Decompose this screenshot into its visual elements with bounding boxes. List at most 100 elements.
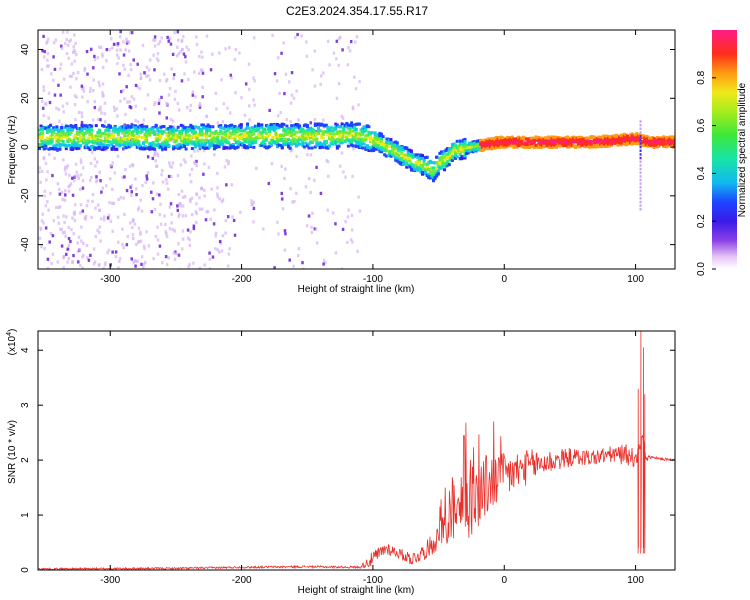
noise-speck [65, 37, 68, 42]
ridge-cell [208, 134, 212, 138]
ridge-cell [134, 138, 138, 142]
ridge-cell [600, 140, 604, 144]
ridge-cell [458, 157, 462, 161]
ridge-cell [339, 134, 343, 138]
ridge-cell [263, 142, 267, 146]
ridge-cell [619, 143, 623, 147]
ridge-cell [263, 135, 267, 139]
noise-speck [55, 205, 58, 210]
ridge-cell [424, 155, 428, 159]
ridge-cell [119, 137, 123, 141]
noise-speck [353, 40, 357, 44]
ridge-cell [255, 136, 259, 140]
ridge-cell [501, 139, 505, 143]
noise-speck [56, 260, 60, 264]
noise-speck [337, 63, 341, 67]
ridge-cell [156, 128, 160, 132]
ridge-cell [121, 137, 125, 141]
ridge-cell [85, 124, 89, 128]
noise-speck [358, 80, 361, 84]
ridge-cell [280, 133, 284, 137]
ridge-cell [132, 134, 136, 138]
noise-speck [213, 208, 216, 212]
ridge-cell [94, 146, 98, 150]
noise-speck [282, 41, 285, 45]
ridge-cell [345, 131, 349, 135]
noise-speck [224, 219, 228, 223]
ridge-cell [635, 140, 639, 144]
x-tick-label: 100 [627, 274, 644, 285]
ridge-cell [509, 137, 513, 141]
ridge-cell [357, 145, 361, 149]
ridge-cell [239, 132, 243, 136]
ridge-cell [190, 128, 194, 132]
ridge-cell [302, 138, 306, 142]
ridge-cell [567, 141, 571, 145]
noise-speck [64, 193, 67, 197]
ridge-cell [488, 145, 492, 149]
ridge-cell [247, 140, 251, 144]
ridge-cell [487, 142, 491, 146]
ridge-cell [56, 128, 60, 132]
noise-speck [40, 99, 44, 103]
ridge-cell [168, 138, 172, 142]
ridge-cell [420, 154, 424, 158]
noise-speck [70, 228, 73, 232]
ridge-cell [608, 138, 612, 142]
noise-speck [213, 153, 216, 157]
ridge-cell [260, 141, 264, 145]
ridge-cell [468, 148, 472, 152]
ridge-cell [603, 140, 607, 144]
noise-speck [143, 247, 146, 251]
noise-speck [153, 101, 157, 105]
ridge-cell [171, 133, 175, 137]
noise-speck [171, 228, 175, 232]
ridge-cell [400, 156, 404, 160]
noise-speck [322, 118, 325, 122]
noise-speck [131, 233, 135, 237]
ridge-cell [56, 135, 60, 139]
ridge-cell [554, 136, 558, 140]
ridge-cell [74, 134, 78, 138]
ridge-cell [142, 146, 146, 150]
ridge-cell [578, 135, 582, 139]
ridge-cell [47, 140, 51, 144]
ridge-cell [165, 127, 169, 131]
ridge-cell [143, 145, 147, 149]
ridge-cell [64, 143, 68, 147]
noise-speck [279, 111, 282, 115]
noise-speck [325, 158, 328, 163]
x-tick-label: -300 [100, 274, 120, 285]
ridge-cell [575, 145, 579, 149]
noise-speck [179, 163, 183, 167]
ridge-cell [127, 145, 131, 149]
ridge-cell [219, 142, 223, 146]
ridge-cell [443, 168, 447, 172]
noise-speck [334, 251, 338, 255]
ridge-cell [447, 150, 451, 154]
ridge-cell [449, 150, 453, 154]
ridge-cell [526, 146, 530, 150]
ridge-cell [266, 134, 270, 138]
ridge-cell [455, 150, 459, 154]
ridge-cell [641, 143, 645, 147]
noise-speck [140, 255, 144, 259]
ridge-cell [577, 138, 581, 142]
ridge-cell [127, 142, 131, 146]
ridge-cell [550, 137, 554, 141]
ridge-cell [246, 131, 250, 135]
spike-cell [639, 193, 642, 196]
noise-speck [96, 228, 99, 232]
x-tick-label: -300 [100, 575, 120, 586]
ridge-cell [621, 138, 625, 142]
ridge-cell [439, 150, 443, 154]
ridge-cell [247, 131, 251, 135]
noise-speck [223, 143, 226, 147]
ridge-cell [282, 127, 286, 131]
ridge-cell [641, 140, 645, 144]
ridge-cell [580, 143, 584, 147]
noise-speck [48, 240, 51, 244]
ridge-cell [197, 133, 201, 137]
noise-speck [132, 218, 135, 222]
